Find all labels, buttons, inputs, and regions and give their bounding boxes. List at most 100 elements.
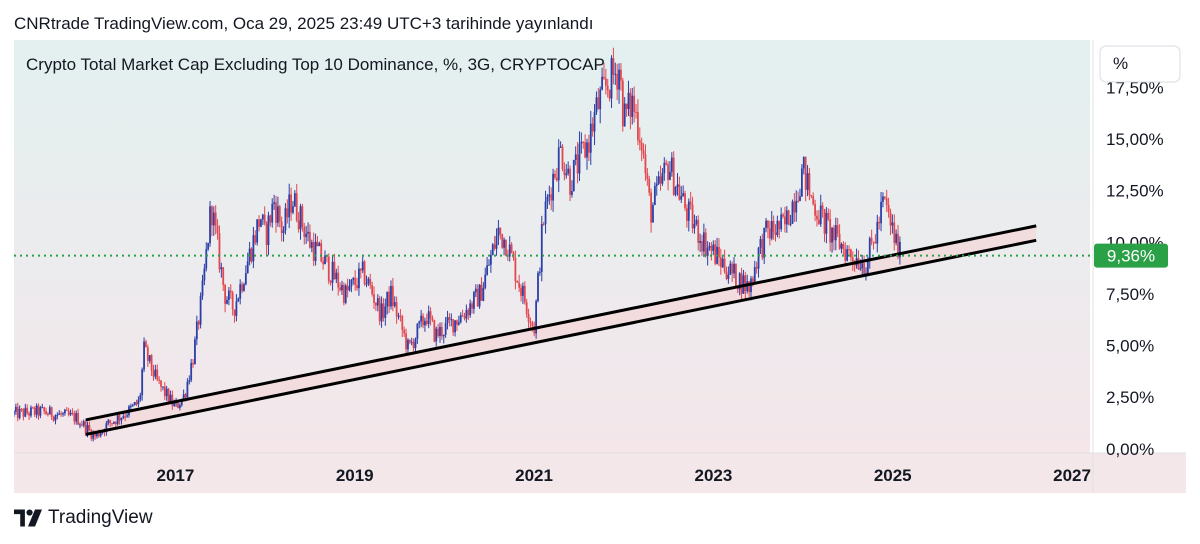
candle-body bbox=[610, 58, 613, 99]
candle-body bbox=[457, 322, 460, 325]
candle-body bbox=[286, 208, 289, 218]
time-axis-tick: 2023 bbox=[694, 466, 732, 485]
candle-body bbox=[312, 242, 315, 261]
candle-body bbox=[293, 193, 296, 207]
candle-body bbox=[806, 173, 809, 190]
time-axis[interactable]: 2017 2019 2021 2023 2025 2027 bbox=[156, 466, 1090, 485]
candle-body bbox=[344, 285, 347, 303]
candle-body bbox=[314, 241, 317, 261]
candle-body bbox=[878, 221, 881, 224]
candle-body bbox=[244, 273, 247, 285]
candle-body bbox=[418, 321, 421, 324]
candle-body bbox=[171, 394, 174, 406]
candle-body bbox=[50, 407, 53, 417]
candle-body bbox=[233, 309, 236, 316]
candle-body bbox=[339, 287, 341, 291]
candle-body bbox=[205, 249, 208, 269]
candle-body bbox=[827, 212, 830, 220]
candle-body bbox=[471, 303, 473, 309]
candle-body bbox=[761, 239, 764, 258]
candle-body bbox=[697, 219, 700, 243]
tradingview-logo[interactable]: TradingView bbox=[14, 507, 153, 529]
channel-lower-line[interactable] bbox=[85, 238, 1037, 436]
plot-area bbox=[14, 47, 1090, 442]
candle-body bbox=[22, 409, 25, 417]
candle-body bbox=[278, 206, 281, 222]
candle-body bbox=[14, 411, 15, 414]
candle-body bbox=[414, 338, 417, 349]
candle-body bbox=[424, 320, 426, 326]
current-price-tag-background bbox=[1094, 243, 1168, 268]
candle-body bbox=[710, 246, 713, 251]
candle-body bbox=[107, 420, 110, 424]
candle-body bbox=[37, 405, 40, 416]
candle-body bbox=[211, 206, 213, 226]
price-axis[interactable]: 0,00%2,50%5,00%7,50%10,00%12,50%15,00%17… bbox=[1106, 78, 1164, 458]
candle-body bbox=[86, 425, 89, 434]
candle-body bbox=[397, 315, 400, 317]
candle-body bbox=[410, 341, 413, 343]
candle-body bbox=[431, 318, 434, 321]
candle-body bbox=[369, 278, 372, 286]
candle-body bbox=[759, 239, 762, 248]
chart-title: Crypto Total Market Cap Excluding Top 10… bbox=[26, 55, 605, 74]
candle-body bbox=[346, 285, 349, 291]
candle-body bbox=[350, 279, 353, 287]
candle-body bbox=[337, 272, 340, 288]
candle-body bbox=[774, 232, 777, 235]
candle-body bbox=[454, 320, 456, 333]
candle-body bbox=[88, 425, 91, 430]
candle-body bbox=[173, 403, 176, 406]
candle-body bbox=[550, 194, 553, 201]
candle-body bbox=[499, 227, 502, 234]
candle-body bbox=[209, 206, 211, 244]
candle-body bbox=[727, 274, 730, 279]
candle-body bbox=[874, 242, 877, 244]
candle-body bbox=[676, 184, 679, 187]
price-axis-tick: 12,50% bbox=[1106, 182, 1164, 201]
candle-body bbox=[740, 273, 743, 294]
current-price-label: 9,36% bbox=[1107, 247, 1155, 266]
candle-body bbox=[627, 92, 630, 109]
candle-body bbox=[554, 173, 556, 178]
candle-body bbox=[531, 322, 534, 326]
candle-body bbox=[201, 280, 204, 296]
candle-body bbox=[595, 97, 598, 113]
candle-body bbox=[538, 271, 541, 273]
candle-body bbox=[271, 203, 274, 223]
price-axis-tick: 15,00% bbox=[1106, 130, 1164, 149]
candle-body bbox=[684, 193, 686, 209]
unit-button-frame[interactable] bbox=[1099, 45, 1181, 83]
candle-body bbox=[825, 212, 828, 234]
candle-body bbox=[265, 223, 268, 246]
candle-body bbox=[557, 147, 560, 181]
candle-body bbox=[678, 184, 681, 200]
candle-body bbox=[567, 168, 570, 174]
candle-body bbox=[276, 206, 279, 223]
candle-body bbox=[895, 233, 898, 243]
candle-body bbox=[757, 247, 760, 269]
tradingview-logo-icon bbox=[14, 509, 42, 527]
candle-body bbox=[214, 212, 217, 226]
candle-body bbox=[35, 405, 38, 415]
candle-body bbox=[831, 227, 833, 243]
candle-body bbox=[342, 285, 345, 303]
candle-body bbox=[851, 257, 854, 262]
candle-body bbox=[395, 302, 398, 317]
candle-body bbox=[203, 268, 206, 281]
candle-body bbox=[267, 215, 270, 246]
candle-body bbox=[661, 173, 664, 184]
candle-body bbox=[241, 284, 243, 291]
candle-body bbox=[810, 195, 813, 197]
channel-upper-line[interactable] bbox=[85, 224, 1037, 422]
candle-body bbox=[433, 320, 436, 342]
candle-body bbox=[269, 215, 272, 223]
time-axis-tick: 2027 bbox=[1053, 466, 1091, 485]
candle-body bbox=[160, 380, 162, 387]
unit-button[interactable]: % bbox=[1099, 45, 1181, 83]
candle-body bbox=[686, 208, 688, 221]
candle-body bbox=[748, 281, 751, 293]
candle-body bbox=[629, 92, 632, 117]
candle-body bbox=[24, 407, 27, 417]
